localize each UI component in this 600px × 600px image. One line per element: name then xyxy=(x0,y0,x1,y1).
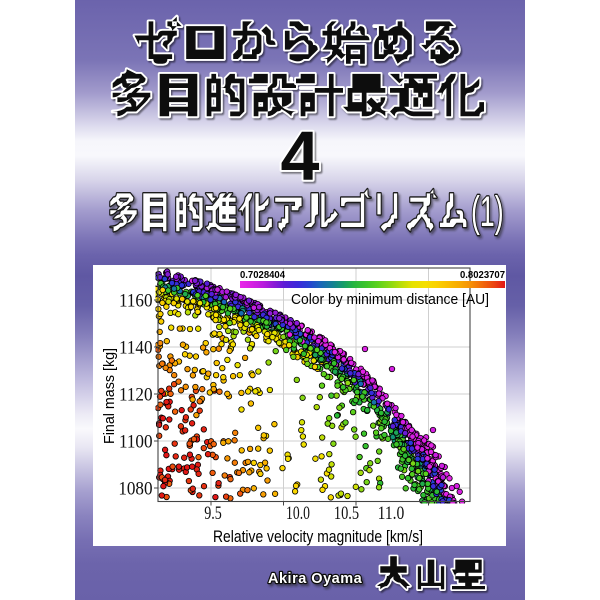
svg-text:1140: 1140 xyxy=(119,337,153,358)
svg-text:4: 4 xyxy=(281,117,320,195)
svg-text:10.5: 10.5 xyxy=(334,502,359,523)
svg-text:1160: 1160 xyxy=(119,290,153,311)
svg-text:(1): (1) xyxy=(471,188,504,236)
svg-text:Akira Oyama: Akira Oyama xyxy=(268,571,363,587)
svg-text:Color by minimum distance [AU]: Color by minimum distance [AU] xyxy=(291,291,489,308)
svg-text:″: ″ xyxy=(429,495,432,504)
svg-text:0.7028404: 0.7028404 xyxy=(240,270,285,281)
svg-text:1100: 1100 xyxy=(119,431,153,452)
svg-text:11.0: 11.0 xyxy=(378,503,405,524)
svg-text:1080: 1080 xyxy=(118,478,152,499)
svg-text:0.8023707: 0.8023707 xyxy=(460,270,505,281)
svg-text:10.0: 10.0 xyxy=(286,502,310,524)
svg-text:9.5: 9.5 xyxy=(204,502,222,524)
svg-text:1120: 1120 xyxy=(119,384,153,405)
svg-text:Relative velocity magnitude [k: Relative velocity magnitude [km/s] xyxy=(213,528,423,546)
svg-text:Final mass [kg]: Final mass [kg] xyxy=(102,348,118,444)
